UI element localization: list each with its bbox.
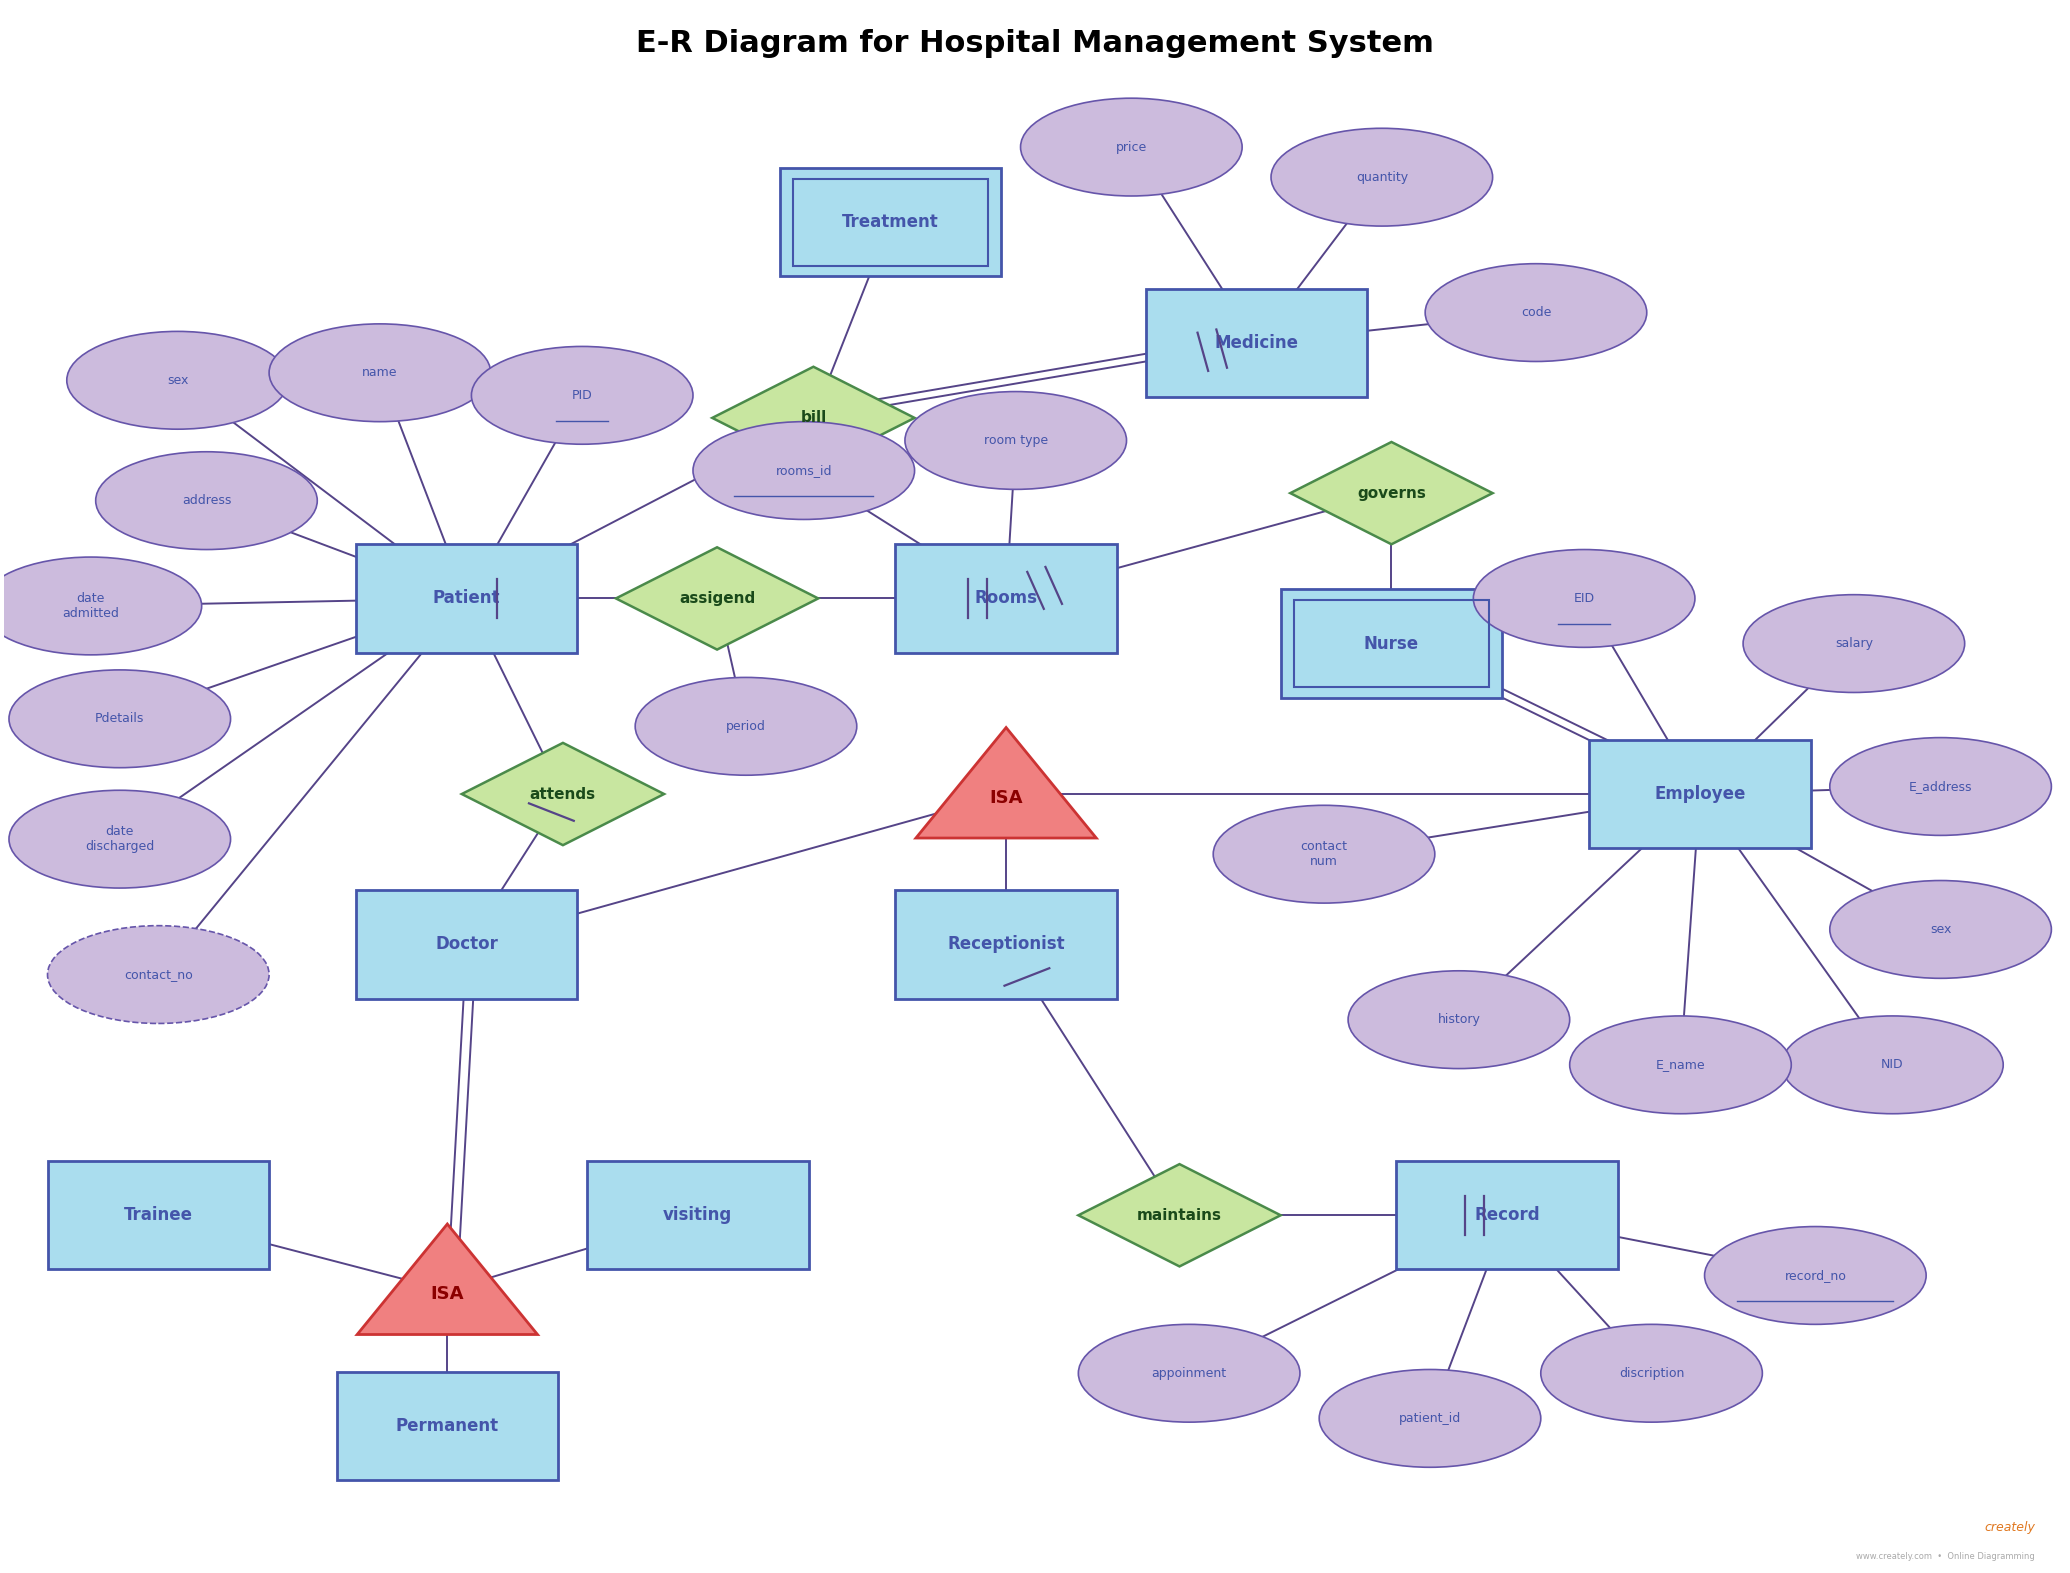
Ellipse shape [8,670,230,768]
Text: record_no: record_no [1784,1269,1846,1282]
Text: EID: EID [1573,591,1594,606]
FancyBboxPatch shape [48,1161,269,1269]
Text: governs: governs [1358,486,1426,500]
Ellipse shape [1830,738,2051,835]
Polygon shape [358,1224,538,1334]
Text: contact
num: contact num [1300,840,1348,868]
Ellipse shape [66,332,288,429]
Ellipse shape [1271,129,1492,227]
Polygon shape [712,367,915,469]
Ellipse shape [1540,1324,1762,1422]
FancyBboxPatch shape [1147,288,1368,396]
Ellipse shape [269,324,491,422]
Text: Trainee: Trainee [124,1206,193,1224]
Text: ISA: ISA [989,790,1023,807]
Text: Rooms: Rooms [975,590,1037,607]
Text: Employee: Employee [1654,785,1745,804]
Ellipse shape [1569,1016,1791,1114]
Polygon shape [1290,442,1492,544]
Ellipse shape [48,925,269,1024]
Ellipse shape [905,392,1126,489]
FancyBboxPatch shape [1397,1161,1619,1269]
Text: sex: sex [168,374,188,387]
FancyBboxPatch shape [896,544,1118,653]
Text: ISA: ISA [431,1285,464,1304]
Text: date
discharged: date discharged [85,826,155,853]
Text: room type: room type [983,434,1047,447]
FancyBboxPatch shape [588,1161,809,1269]
Text: name: name [362,367,397,379]
Text: appoinment: appoinment [1151,1367,1228,1380]
Ellipse shape [635,678,857,775]
Ellipse shape [1319,1370,1540,1468]
Text: visiting: visiting [662,1206,733,1224]
Text: Treatment: Treatment [842,214,940,231]
Ellipse shape [472,346,693,444]
Text: maintains: maintains [1136,1208,1221,1222]
Ellipse shape [693,422,915,519]
Text: Receptionist: Receptionist [948,936,1064,953]
Text: Patient: Patient [433,590,501,607]
FancyBboxPatch shape [356,890,578,999]
Polygon shape [1078,1164,1281,1266]
Text: Medicine: Medicine [1215,333,1298,352]
Text: Record: Record [1474,1206,1540,1224]
Text: contact_no: contact_no [124,967,193,982]
FancyBboxPatch shape [780,168,1002,277]
Text: PID: PID [571,389,592,401]
Ellipse shape [95,451,317,549]
Text: sex: sex [1929,923,1952,936]
Text: E-R Diagram for Hospital Management System: E-R Diagram for Hospital Management Syst… [635,28,1435,58]
FancyBboxPatch shape [896,890,1118,999]
Polygon shape [617,547,818,650]
Text: salary: salary [1834,637,1873,650]
Ellipse shape [1078,1324,1300,1422]
Polygon shape [915,728,1097,838]
Text: period: period [727,720,766,733]
Text: discription: discription [1619,1367,1685,1380]
Text: patient_id: patient_id [1399,1413,1461,1425]
Ellipse shape [1021,98,1242,197]
FancyBboxPatch shape [1590,739,1811,848]
Text: price: price [1116,140,1147,154]
Text: E_name: E_name [1656,1059,1706,1071]
Text: creately: creately [1983,1521,2035,1534]
Text: code: code [1521,307,1550,319]
Text: Pdetails: Pdetails [95,713,145,725]
Ellipse shape [0,557,201,654]
FancyBboxPatch shape [337,1372,559,1480]
Polygon shape [462,742,664,845]
Ellipse shape [1213,805,1435,903]
Text: date
admitted: date admitted [62,591,120,620]
Ellipse shape [1424,264,1648,362]
Text: Permanent: Permanent [395,1417,499,1435]
Text: Nurse: Nurse [1364,634,1420,653]
Ellipse shape [1830,881,2051,978]
Text: rooms_id: rooms_id [776,464,832,477]
Text: bill: bill [801,411,826,425]
Text: assigend: assigend [679,591,756,606]
Ellipse shape [1348,971,1569,1068]
Text: www.creately.com  •  Online Diagramming: www.creately.com • Online Diagramming [1857,1553,2035,1560]
Ellipse shape [8,790,230,889]
Ellipse shape [1704,1227,1927,1324]
Ellipse shape [1782,1016,2004,1114]
Text: address: address [182,494,232,507]
Text: E_address: E_address [1909,780,1973,793]
Ellipse shape [1474,549,1695,648]
FancyBboxPatch shape [356,544,578,653]
Text: history: history [1437,1013,1480,1026]
Text: Doctor: Doctor [435,936,499,953]
FancyBboxPatch shape [1281,590,1503,698]
Text: quantity: quantity [1356,171,1408,184]
Ellipse shape [1743,595,1964,692]
Text: attends: attends [530,786,596,802]
Text: NID: NID [1882,1059,1904,1071]
